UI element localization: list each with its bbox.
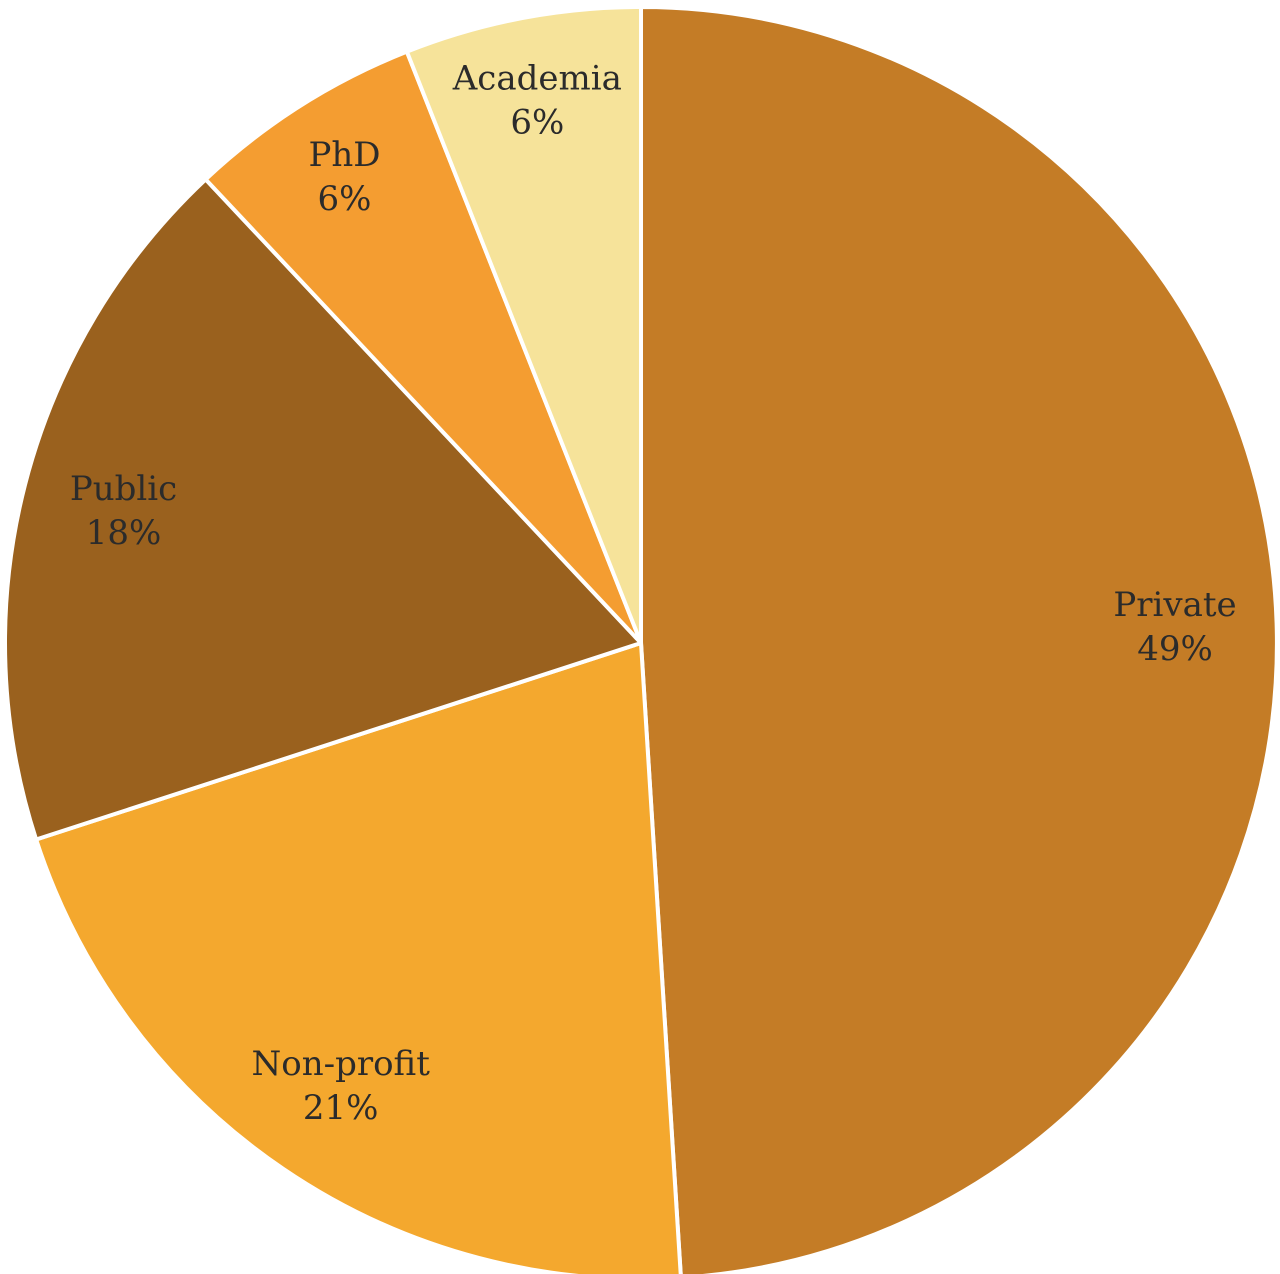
slice-label-non-profit: Non-profit [251,1044,430,1084]
pie-slices [3,5,1279,1274]
slice-value-private: 49% [1137,629,1213,669]
slice-label-phd: PhD [308,135,380,175]
slice-value-phd: 6% [318,179,372,219]
slice-label-public: Public [70,469,177,509]
slice-label-academia: Academia [452,59,622,99]
slice-value-academia: 6% [510,103,564,143]
pie-slice-phd [203,49,643,645]
pie-labels: Private49%Non-profit21%Public18%PhD6%Aca… [70,59,1237,1128]
pie-slice-academia [404,5,643,645]
pie-slice-private [639,5,1279,1274]
pie-slice-non-profit [34,641,683,1274]
pie-slice-public [3,177,643,842]
slice-label-private: Private [1113,585,1236,625]
slice-value-public: 18% [86,513,162,553]
slice-value-non-profit: 21% [303,1088,379,1128]
